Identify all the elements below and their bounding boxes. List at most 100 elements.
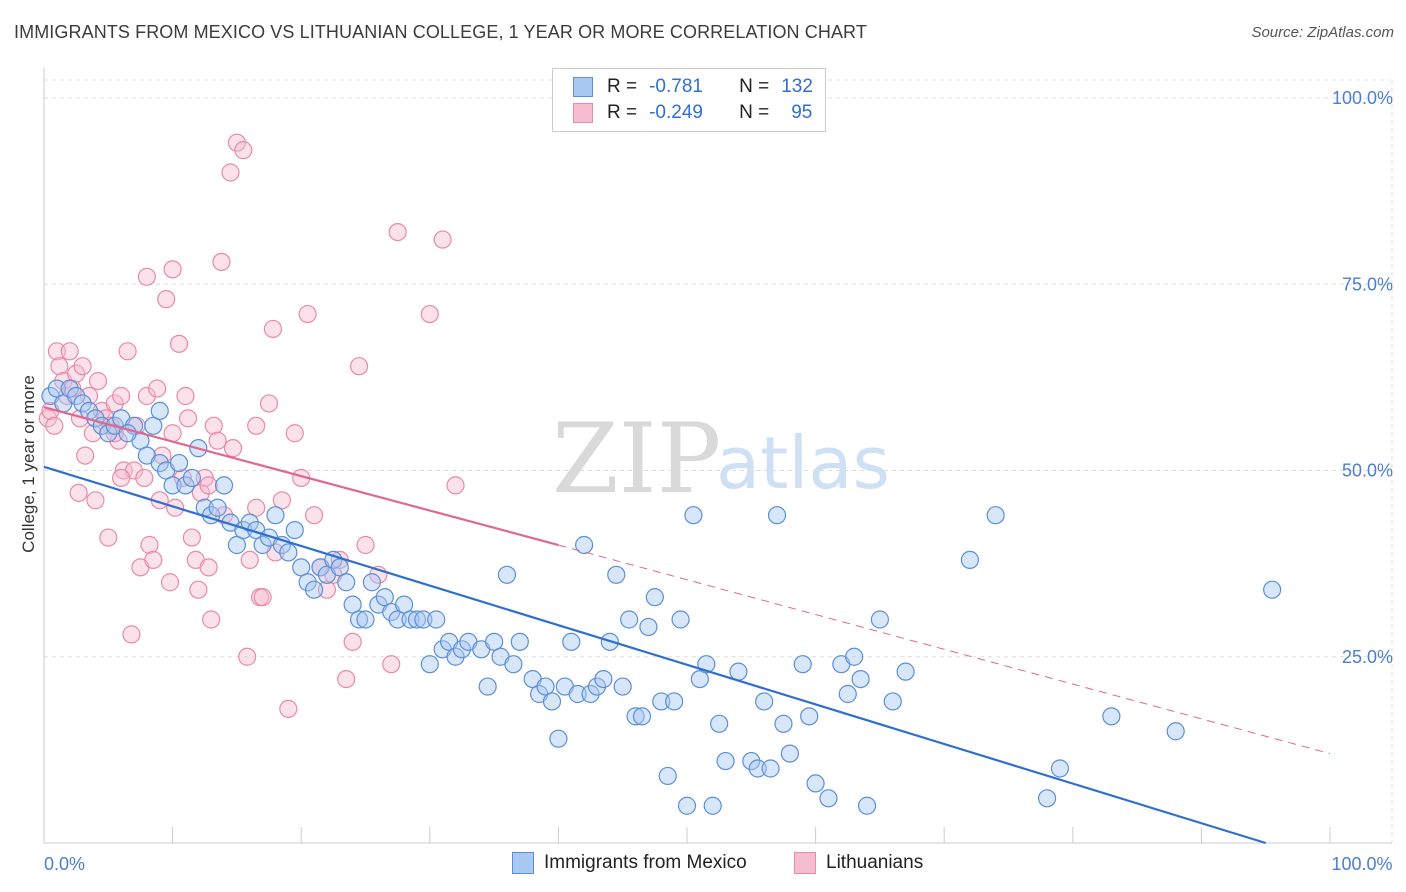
lithuanians-point — [337, 669, 356, 689]
mexico-point — [793, 655, 812, 674]
x-tick-label: 100.0% — [1331, 854, 1392, 874]
legend-r-label: R = — [607, 76, 638, 97]
lithuanians-point — [60, 342, 79, 361]
lithuanians-point — [247, 416, 266, 435]
watermark-zip: ZIP — [552, 403, 721, 515]
mexico-point — [665, 692, 684, 711]
lithuanians-point — [47, 342, 66, 361]
grid-lines — [44, 79, 1393, 843]
mexico-point — [780, 744, 799, 763]
mexico-point — [806, 774, 825, 793]
lithuanians-trend-line — [43, 406, 559, 547]
lithuanians-point — [388, 223, 407, 242]
lithuanians-point — [227, 133, 246, 152]
mexico-point — [607, 565, 626, 584]
axes — [43, 68, 1392, 844]
lithuanians-point — [73, 357, 92, 376]
bottom-legend-lithuanians: Lithuanians — [794, 852, 923, 874]
mexico-point — [549, 729, 568, 748]
mexico-point — [504, 655, 523, 674]
mexico-point — [986, 506, 1005, 525]
legend-row-mexico: R = -0.781 N = 132 — [573, 75, 813, 99]
lithuanians-point — [382, 655, 401, 674]
stats-legend: R = -0.781 N = 132 R = -0.249 N = 95 — [552, 68, 826, 132]
mexico-point — [819, 789, 838, 808]
legend-n-value: 95 — [791, 102, 813, 123]
mexico-point — [645, 588, 664, 607]
lithuanians-point — [202, 610, 221, 629]
tick-labels: 25.0% 50.0% 75.0% 100.0% 0.0% 100.0% — [44, 88, 1393, 874]
lithuanians-point — [238, 647, 257, 666]
lithuanians-point — [279, 699, 298, 719]
mexico-point — [407, 610, 427, 629]
mexico-point — [838, 684, 857, 704]
y-axis-label: College, 1 year or more — [19, 375, 38, 553]
mexico-point — [279, 543, 298, 562]
mexico-point — [652, 692, 671, 711]
bottom-legend-mexico: Immigrants from Mexico — [512, 852, 747, 874]
lithuanians-point — [176, 386, 195, 406]
lithuanians-point — [50, 357, 69, 376]
lithuanians-point — [253, 588, 272, 607]
mexico-point — [285, 520, 304, 540]
lithuanians-point — [114, 461, 133, 480]
lithuanians-point — [208, 431, 227, 450]
lithuanians-point — [446, 476, 465, 495]
lithuanians-point — [285, 424, 304, 443]
legend-n-value: 132 — [781, 76, 813, 97]
mexico-point — [568, 684, 587, 704]
mexico-point — [427, 610, 446, 629]
y-tick-label: 100.0% — [1332, 88, 1393, 108]
lithuanians-point — [356, 535, 375, 555]
mexico-point — [594, 669, 613, 689]
lithuanians-point — [148, 379, 167, 398]
lithuanians-point — [223, 439, 243, 458]
legend-n-label: N = — [739, 102, 770, 123]
mexico-point — [677, 796, 697, 815]
mexico-point — [401, 610, 420, 629]
mexico-point — [182, 468, 201, 488]
mexico-point — [176, 476, 195, 495]
mexico-point — [883, 692, 902, 711]
mexico-point — [562, 632, 581, 651]
mexico-point — [742, 751, 761, 771]
mexico-point — [169, 453, 189, 473]
lithuanians-point — [263, 319, 283, 339]
lithuanians-points — [38, 133, 465, 719]
lithuanians-point — [122, 625, 141, 644]
mexico-point — [542, 692, 562, 711]
mexico-point — [73, 394, 92, 413]
mexico-point — [587, 677, 607, 696]
lithuanians-point — [169, 334, 189, 353]
lithuanians-point — [112, 386, 131, 406]
bottom-legend-label-mexico: Immigrants from Mexico — [544, 852, 747, 873]
lithuanians-point — [99, 528, 118, 547]
mexico-point — [671, 610, 690, 629]
lithuanians-point — [137, 386, 156, 406]
lithuanians-point — [153, 446, 172, 465]
legend-swatch-mexico — [573, 77, 593, 97]
mexico-point — [800, 707, 819, 726]
mexico-point — [337, 573, 356, 592]
lithuanians-point — [160, 573, 180, 592]
mexico-point — [767, 506, 787, 525]
lithuanians-point — [144, 550, 163, 570]
lithuanians-point — [433, 230, 452, 249]
mexico-trend-line — [43, 465, 1267, 845]
lithuanians-point — [157, 290, 176, 309]
mexico-point — [613, 677, 632, 696]
lithuanians-point — [38, 409, 57, 428]
bottom-legend-swatch-mexico — [512, 852, 534, 874]
mexico-point — [716, 751, 735, 771]
mexico-point — [298, 573, 317, 592]
mexico-point — [845, 647, 864, 666]
mexico-point — [163, 476, 182, 495]
mexico-point — [150, 453, 169, 473]
mexico-point — [761, 759, 780, 778]
mexico-point — [960, 550, 980, 570]
mexico-point — [857, 796, 877, 815]
lithuanians-point — [214, 506, 234, 525]
legend-row-lithuanians: R = -0.249 N = 95 — [573, 101, 812, 125]
mexico-point — [446, 647, 465, 666]
